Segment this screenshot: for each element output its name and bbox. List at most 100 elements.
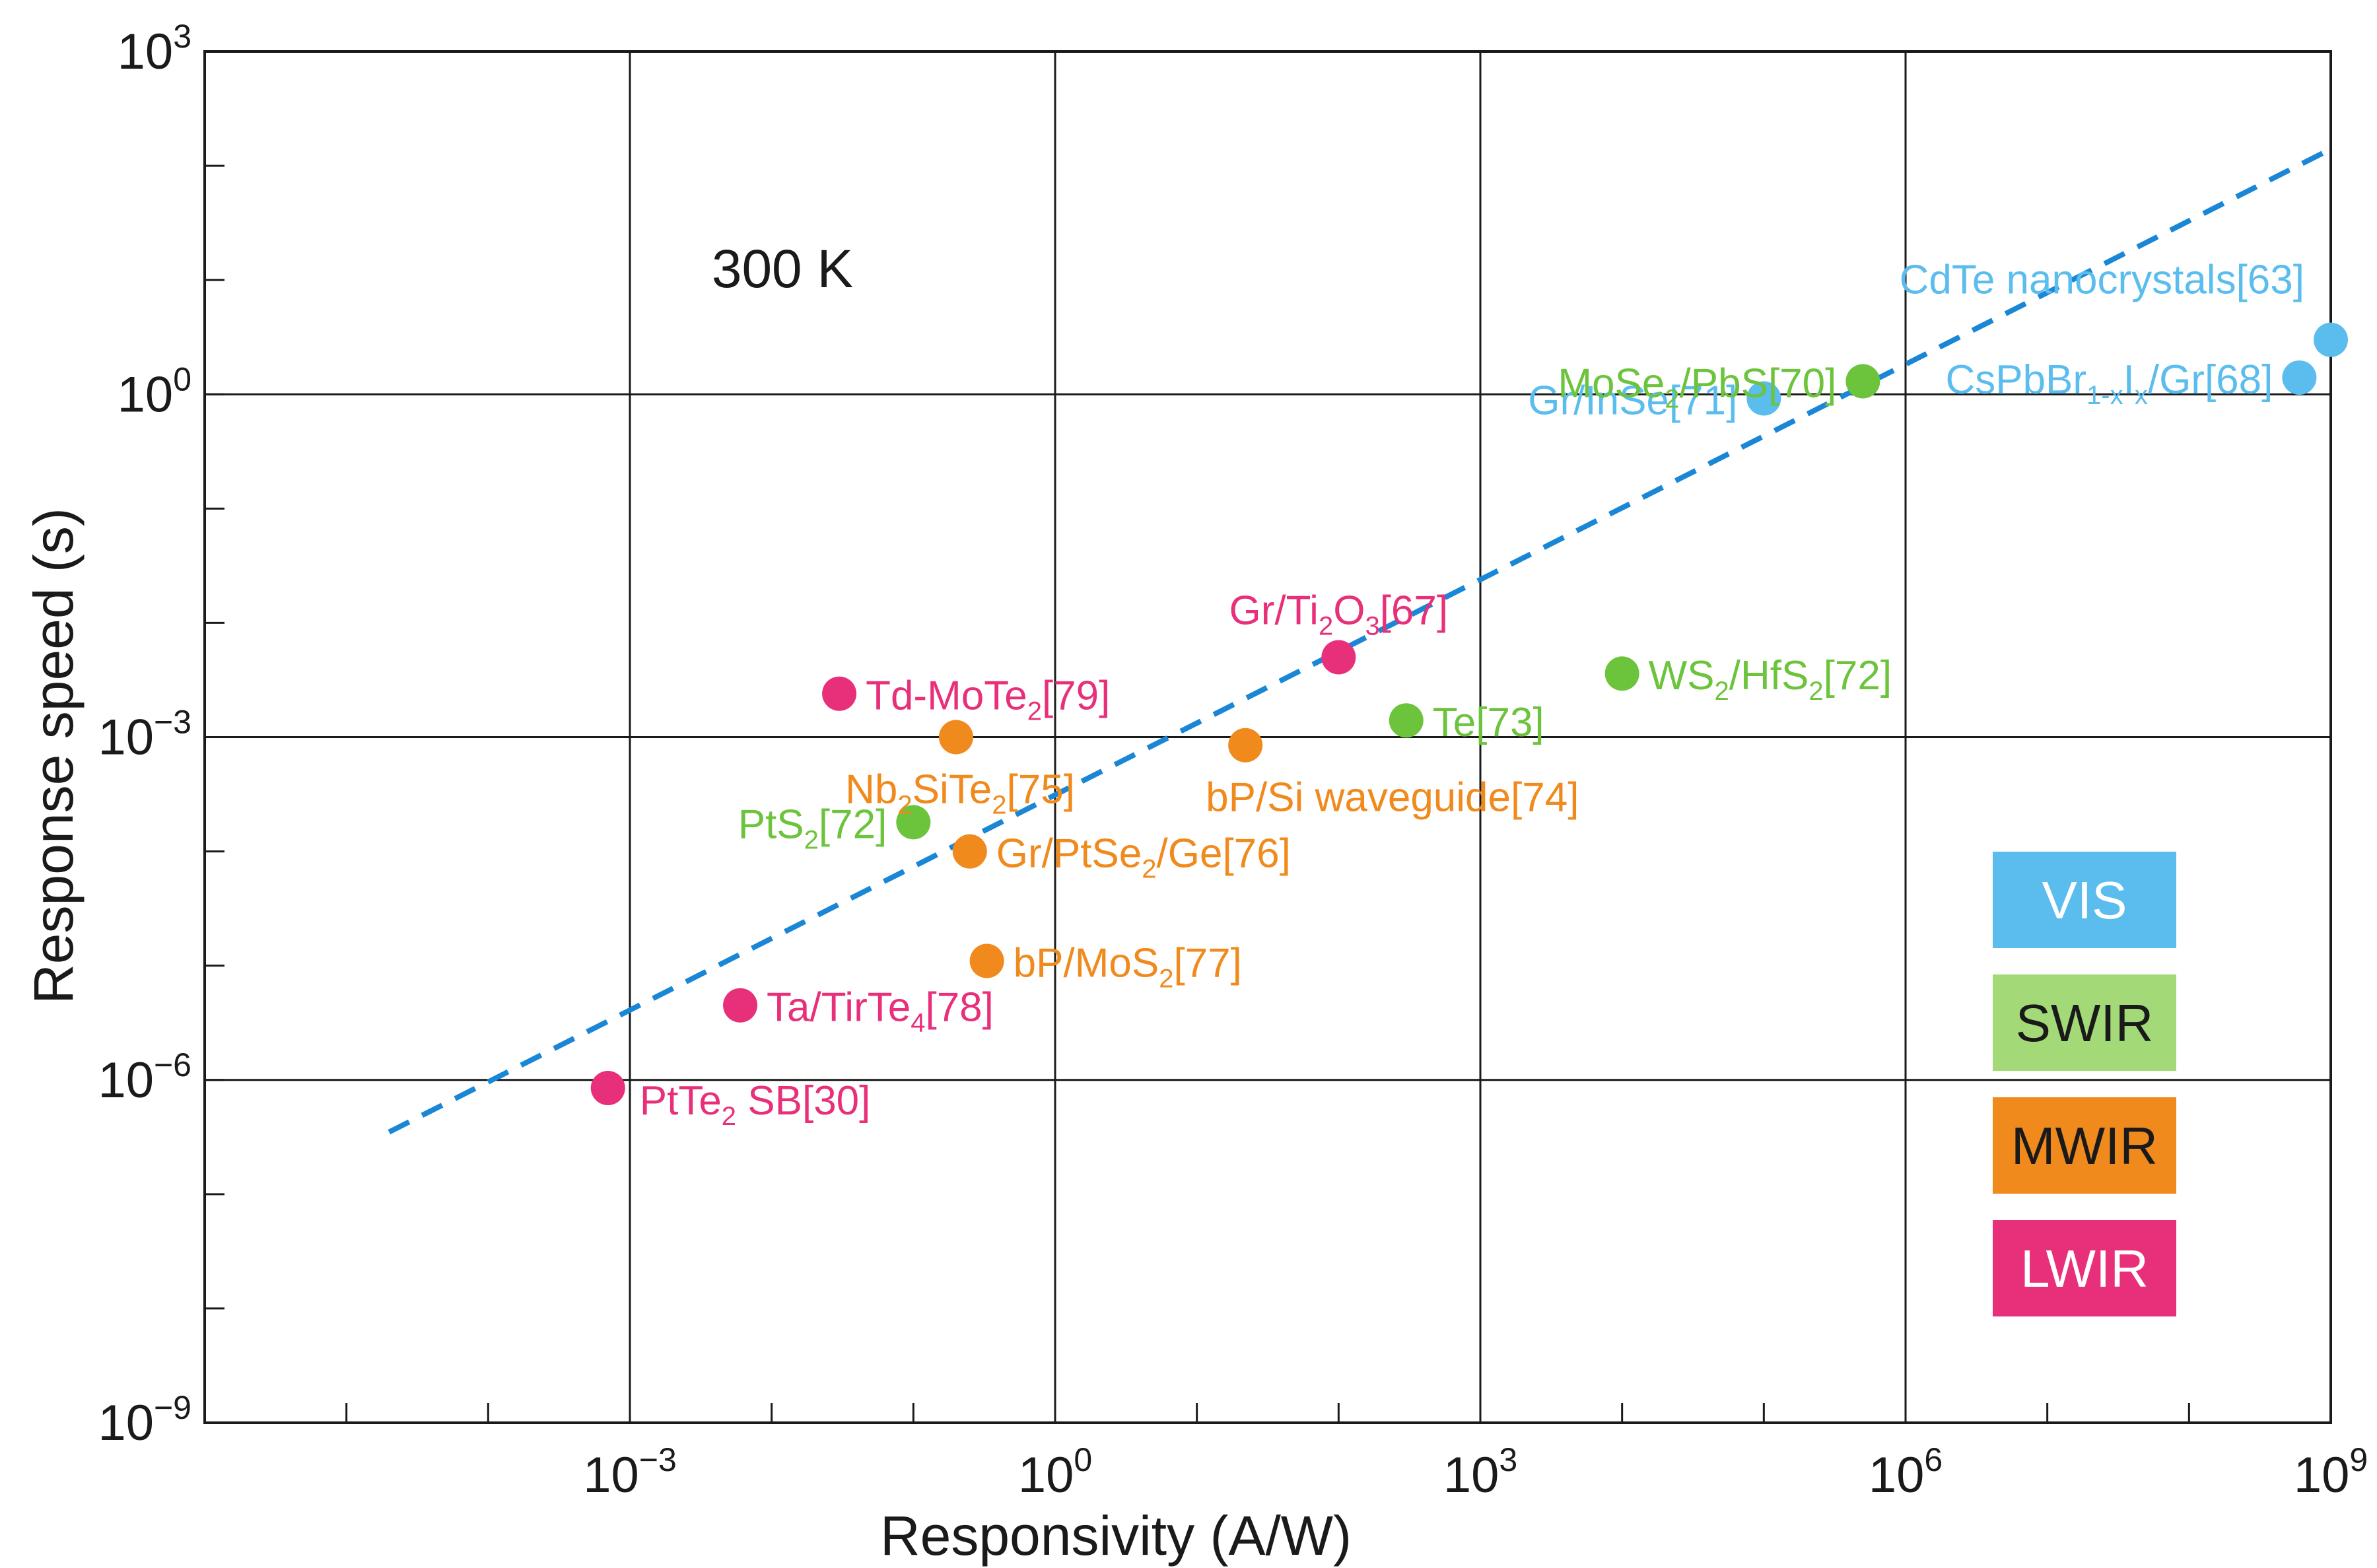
y-tick-base: 10 [98, 1052, 154, 1108]
point-ptte2 [590, 1070, 625, 1105]
label-segment: /Ge[76] [1157, 831, 1291, 877]
label-segment: Ta/TirTe [767, 985, 911, 1031]
point-ws2 [1604, 656, 1639, 691]
point-label-ptte2: PtTe2 SB[30] [640, 1078, 871, 1131]
legend-label-vis: VIS [2042, 871, 2127, 930]
y-tick-exponent: −9 [154, 1389, 191, 1426]
label-segment: Gr/InSe[71] [1528, 378, 1737, 424]
label-segment: Te[73] [1433, 700, 1544, 745]
point-label-tatirte4: Ta/TirTe4[78] [767, 985, 994, 1038]
x-tick-label-3: 106 [1869, 1441, 1943, 1503]
label-segment: WS [1649, 653, 1715, 699]
x-tick-base: 10 [583, 1447, 639, 1503]
point-grptse2 [952, 834, 987, 869]
y-tick-base: 10 [98, 1395, 154, 1451]
label-segment: 2 [1159, 965, 1173, 994]
point-label-nb2site2: Nb2SiTe2[75] [845, 767, 1075, 820]
label-segment: [75] [1007, 767, 1075, 813]
y-tick-exponent: 3 [173, 18, 191, 55]
x-tick-exponent: 6 [1924, 1441, 1943, 1478]
label-segment: 2 [1319, 612, 1333, 641]
legend-label-lwir: LWIR [2020, 1239, 2149, 1298]
label-segment: 2 [1665, 385, 1679, 414]
legend-box-mwir [1993, 1097, 2176, 1194]
trend-line [388, 147, 2332, 1135]
point-label-grti2o3: Gr/Ti2O3[67] [1229, 588, 1449, 641]
label-segment: 2 [1809, 677, 1823, 706]
point-label-bpsi: bP/Si waveguide[74] [1206, 775, 1579, 821]
y-tick-label-1: 10−6 [98, 1046, 191, 1108]
x-tick-label-1: 100 [1018, 1441, 1092, 1503]
label-segment: 1-x [2086, 381, 2123, 410]
point-label-cdte: CdTe nanocrystals[63] [1900, 257, 2304, 303]
x-tick-label-0: 10−3 [583, 1441, 677, 1503]
x-tick-exponent: 3 [1499, 1441, 1517, 1478]
y-axis-label: Response speed (s) [22, 508, 85, 1004]
x-tick-label-2: 103 [1443, 1441, 1517, 1503]
label-segment: [77] [1173, 941, 1241, 986]
label-segment: 2 [1142, 855, 1156, 884]
label-segment: Gr/PtSe [996, 831, 1142, 877]
data-points: CdTe nanocrystals[63] CsPbBr1-xIx/Gr[68] G… [590, 257, 2348, 1131]
label-segment: PtS [738, 801, 804, 847]
legend-box-lwir [1993, 1220, 2176, 1316]
label-segment: [72] [819, 801, 887, 847]
x-tick-base: 10 [2294, 1447, 2350, 1503]
x-axis-label: Responsivity (A/W) [880, 1505, 1352, 1567]
label-segment: 2 [722, 1102, 736, 1131]
point-tatirte4 [723, 988, 758, 1023]
y-tick-label-3: 100 [118, 360, 191, 423]
label-segment: Nb [845, 767, 897, 813]
label-segment: x [2135, 381, 2148, 410]
label-segment: [72] [1824, 653, 1892, 699]
plot-frame [203, 50, 2332, 1424]
x-tick-base: 10 [1018, 1447, 1074, 1503]
label-segment: [78] [925, 985, 993, 1031]
x-tick-labels: 10−3 100 103 106 109 [583, 1441, 2368, 1503]
label-segment: /PbS[70] [1680, 361, 1837, 407]
point-grinse [1746, 381, 1781, 416]
legend-box-swir [1993, 974, 2176, 1071]
label-segment: bP/MoS [1014, 941, 1159, 986]
point-label-bpmos2: bP/MoS2[77] [1014, 941, 1242, 994]
y-tick-exponent: −6 [154, 1046, 191, 1083]
y-tick-exponent: −3 [154, 704, 191, 741]
point-label-cspbbr: CsPbBr1-xIx/Gr[68] [1945, 357, 2273, 410]
label-segment: CsPbBr [1945, 357, 2086, 403]
point-mose2 [1845, 364, 1880, 399]
label-segment: MoSe [1558, 361, 1665, 407]
label-segment: Td-MoTe [866, 673, 1027, 719]
label-segment: [79] [1042, 673, 1110, 719]
point-bpsi [1228, 728, 1263, 763]
label-segment: /Gr[68] [2148, 357, 2273, 403]
y-tick-exponent: 0 [173, 360, 191, 397]
label-segment: I [2123, 357, 2135, 403]
x-tick-base: 10 [1443, 1447, 1499, 1503]
label-segment: 2 [1715, 677, 1729, 706]
point-label-te: Te[73] [1433, 700, 1544, 745]
point-cdte [2314, 322, 2348, 357]
legend-box-vis [1993, 852, 2176, 948]
label-segment: [67] [1380, 588, 1448, 634]
point-label-grptse2: Gr/PtSe2/Ge[76] [996, 831, 1291, 884]
y-tick-base: 10 [118, 366, 174, 423]
legend: VIS SWIR MWIR LWIR [1993, 852, 2176, 1316]
x-tick-exponent: 0 [1074, 1441, 1092, 1478]
label-segment: 2 [992, 791, 1006, 820]
label-segment: 2 [1027, 697, 1042, 726]
legend-label-swir: SWIR [2016, 994, 2154, 1052]
legend-label-mwir: MWIR [2011, 1116, 2158, 1175]
label-segment: /HfS [1729, 653, 1809, 699]
x-tick-exponent: −3 [639, 1441, 677, 1478]
x-tick-exponent: 9 [2349, 1441, 2368, 1478]
label-segment: 2 [897, 791, 912, 820]
temperature-annotation: 300 K [712, 239, 853, 299]
grid [205, 51, 2331, 1423]
point-tdmote2 [822, 676, 857, 711]
y-tick-base: 10 [118, 24, 174, 80]
label-segment: 4 [911, 1009, 925, 1038]
label-segment: 2 [804, 825, 819, 854]
point-te [1389, 703, 1424, 738]
